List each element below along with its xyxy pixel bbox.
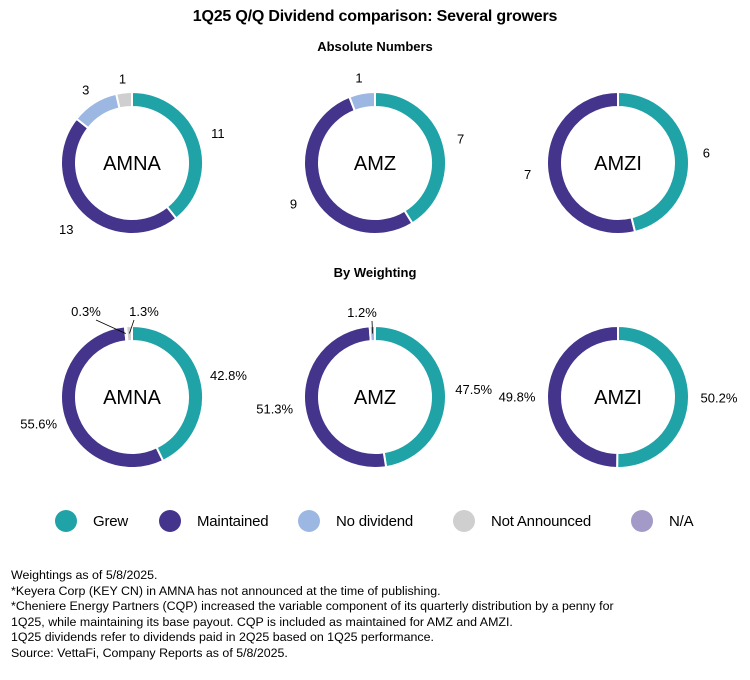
legend-label: Not Announced xyxy=(491,512,591,530)
legend-item-maintained: Maintained xyxy=(159,508,269,534)
slice-label-grew: 7 xyxy=(457,132,464,147)
slice-label-no-dividend: 1 xyxy=(355,70,362,85)
slice-no-dividend xyxy=(348,90,376,113)
donut-by-weighting-amz: 47.5% 51.3% 1.2% AMZ xyxy=(256,305,493,469)
slice-label-grew: 42.8% xyxy=(210,368,247,383)
legend-item-no-dividend: No dividend xyxy=(298,508,413,534)
legend-swatch-not-announced xyxy=(453,510,475,532)
slice-no-dividend xyxy=(368,324,376,343)
legend-swatch-no-dividend xyxy=(298,510,320,532)
legend-label: Grew xyxy=(93,512,129,530)
footnote: Source: VettaFi, Company Reports as of 5… xyxy=(11,645,288,660)
legend-item-not-announced: Not Announced xyxy=(453,508,591,534)
footnotes: Weightings as of 5/8/2025. *Keyera Corp … xyxy=(11,568,741,662)
slice-label-grew: 47.5% xyxy=(455,382,492,397)
leader-line xyxy=(129,319,135,334)
donut-center-label: AMZ xyxy=(354,153,396,175)
legend-item-na: N/A xyxy=(631,508,694,534)
footnote: *Cheniere Energy Partners (CQP) increase… xyxy=(11,599,614,614)
donut-absolute-numbers-amna: 11 13 3 1 AMNA xyxy=(59,72,225,237)
legend-item-grew: Grew xyxy=(55,508,128,534)
slice-maintained xyxy=(546,324,619,470)
slice-label-not-announced: 1.3% xyxy=(129,304,159,319)
slice-label-not-announced: 1 xyxy=(119,72,126,87)
donut-by-weighting-amna: 42.8% 55.6% 0.3% 1.3% AMNA xyxy=(20,304,247,469)
slice-label-maintained: 51.3% xyxy=(256,402,293,417)
donut-absolute-numbers-amzi: 6 7 AMZI xyxy=(524,90,710,235)
donut-center-label: AMZI xyxy=(594,153,642,175)
slice-no-dividend xyxy=(75,92,121,130)
donut-center-label: AMZ xyxy=(354,387,396,409)
leader-line xyxy=(95,319,127,335)
donut-by-weighting-amzi: 50.2% 49.8% AMZI xyxy=(499,324,738,470)
leader-line xyxy=(371,320,374,334)
slice-label-grew: 11 xyxy=(211,126,225,141)
section-title-weighting: By Weighting xyxy=(333,265,417,280)
legend-swatch-maintained xyxy=(159,510,181,532)
slice-label-no-dividend: 1.2% xyxy=(347,305,377,320)
legend: Grew Maintained No dividend Not Announce… xyxy=(0,508,750,534)
slice-label-maintained: 7 xyxy=(524,167,531,182)
footnote: 1Q25, while maintaining its base payout.… xyxy=(11,614,513,629)
slice-label-maintained: 49.8% xyxy=(499,389,536,404)
slice-label-no-dividend: 3 xyxy=(82,82,89,97)
legend-label: N/A xyxy=(669,512,694,530)
legend-swatch-grew xyxy=(55,510,77,532)
donut-center-label: AMNA xyxy=(103,153,161,175)
legend-swatch-na xyxy=(631,510,653,532)
slice-label-grew: 50.2% xyxy=(701,391,738,406)
slice-maintained xyxy=(546,90,637,235)
donut-center-label: AMNA xyxy=(103,387,161,409)
legend-label: No dividend xyxy=(336,512,414,530)
slice-label-maintained: 9 xyxy=(290,197,297,212)
slice-not-announced xyxy=(115,90,133,110)
slice-label-grew: 6 xyxy=(703,145,710,160)
chart-title: 1Q25 Q/Q Dividend comparison: Several gr… xyxy=(192,8,558,25)
slice-label-maintained: 13 xyxy=(59,222,73,237)
footnote: *Keyera Corp (KEY CN) in AMNA has not an… xyxy=(11,583,441,598)
slice-label-no-dividend: 0.3% xyxy=(71,304,101,319)
slice-maintained xyxy=(60,117,178,235)
slice-label-maintained: 55.6% xyxy=(20,416,57,431)
donut-center-label: AMZI xyxy=(594,387,642,409)
legend-label: Maintained xyxy=(197,512,269,530)
donut-charts: 11 13 3 1 AMNA 7 9 1 AMZ 6 7 AMZI 42.8% 55.6% 0.3% 1.3%… xyxy=(20,70,738,470)
section-title-absolute: Absolute Numbers xyxy=(317,39,433,54)
footnote: Weightings as of 5/8/2025. xyxy=(11,568,158,582)
donut-absolute-numbers-amz: 7 9 1 AMZ xyxy=(290,70,464,235)
footnote: 1Q25 dividends refer to dividends paid i… xyxy=(11,630,434,645)
